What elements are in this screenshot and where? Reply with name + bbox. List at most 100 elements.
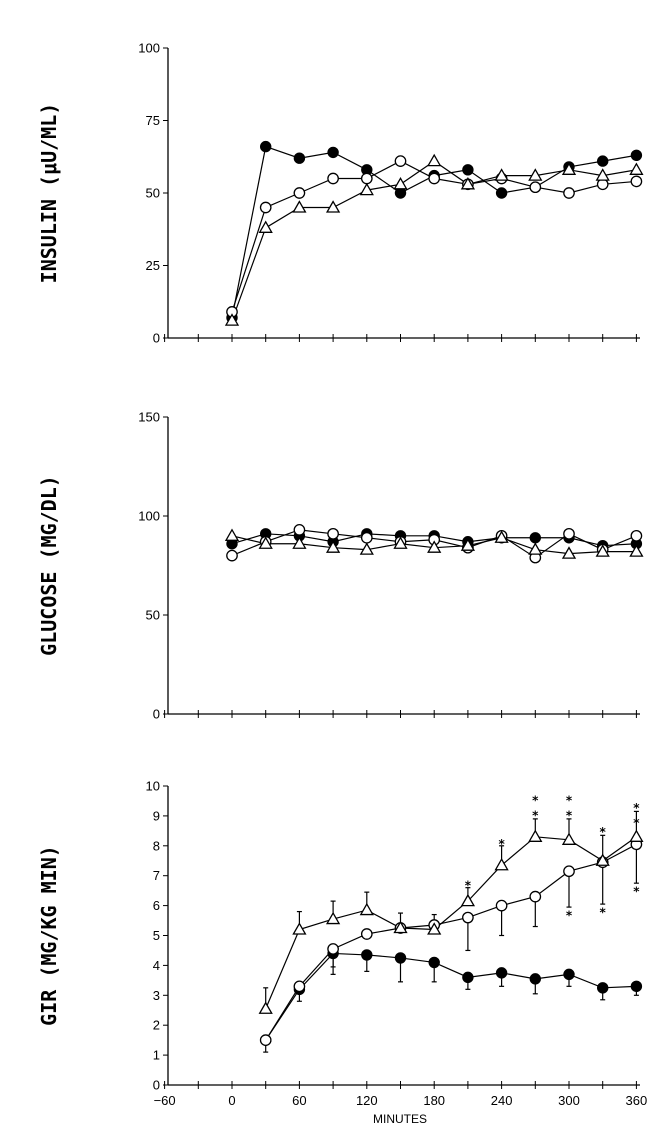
data-point-open-triangle (292, 922, 307, 935)
significance-star: * (633, 885, 640, 899)
data-point-open-circle (394, 155, 407, 167)
data-point-filled-circle (597, 155, 609, 167)
data-point-open-triangle (595, 168, 610, 181)
data-point-open-triangle (561, 546, 577, 559)
data-point-open-triangle (561, 162, 577, 175)
data-point-open-triangle (528, 168, 543, 181)
data-point-filled-circle (327, 146, 339, 159)
data-point-open-circle (360, 928, 373, 940)
data-point-open-circle (327, 943, 339, 955)
significance-star: * (532, 793, 539, 807)
significance-star: * (600, 825, 607, 839)
data-point-open-circle (529, 890, 542, 903)
chart-panel-2: 0 50 100 150 GLUCOSE (MG/DL) (37, 410, 644, 722)
data-point-open-triangle (528, 542, 543, 555)
data-point-open-triangle (325, 911, 341, 925)
data-point-open-triangle (292, 200, 307, 213)
y-axis-label: GLUCOSE (MG/DL) (37, 475, 61, 656)
y-tick-label: 1 (153, 1048, 160, 1063)
data-point-open-triangle (325, 200, 341, 213)
data-point-filled-circle (630, 980, 643, 993)
y-tick-label: 9 (153, 808, 160, 823)
y-axis-label: INSULIN (μU/ML) (37, 103, 61, 284)
data-point-filled-circle (529, 532, 541, 544)
data-point-open-circle (563, 527, 575, 540)
data-point-open-triangle (224, 528, 240, 541)
x-tick-label: −60 (154, 1093, 176, 1108)
significance-star: * (633, 801, 640, 815)
series-line-open-triangle (265, 836, 637, 1009)
significance-star: * (566, 808, 573, 822)
y-tick-label: 0 (153, 1078, 160, 1093)
y-tick-label: 100 (138, 41, 160, 56)
y-tick-label: 10 (146, 779, 160, 794)
y-tick-label: 50 (146, 608, 160, 623)
x-tick-label: 360 (626, 1093, 648, 1108)
significance-star: * (633, 816, 640, 830)
data-point-open-circle (630, 175, 643, 188)
series-line-open-triangle (231, 160, 637, 321)
data-point-filled-circle (495, 187, 508, 199)
data-point-open-circle (360, 172, 373, 185)
data-point-open-triangle (393, 920, 408, 934)
data-point-filled-circle (563, 968, 575, 981)
y-tick-label: 25 (146, 258, 160, 273)
data-point-open-circle (462, 911, 474, 924)
y-tick-label: 2 (153, 1018, 160, 1033)
data-point-open-circle (428, 172, 441, 185)
y-tick-label: 50 (146, 186, 160, 201)
data-point-open-circle (327, 527, 339, 540)
y-tick-label: 3 (153, 988, 160, 1003)
data-point-open-triangle (494, 530, 509, 543)
significance-star: * (600, 906, 607, 920)
data-point-open-triangle (460, 893, 476, 907)
data-point-open-circle (360, 531, 373, 544)
data-point-open-circle (630, 529, 643, 542)
data-point-open-triangle (427, 153, 442, 167)
data-point-filled-circle (630, 149, 643, 162)
data-point-open-circle (259, 201, 272, 214)
data-point-open-triangle (359, 182, 374, 196)
data-point-filled-circle (394, 952, 407, 964)
x-tick-label: 240 (491, 1093, 513, 1108)
data-point-filled-circle (361, 949, 373, 961)
x-axis-label: MINUTES (373, 1112, 427, 1126)
significance-star: * (465, 879, 472, 893)
series-line-open-circle (265, 843, 637, 1041)
y-axis-label: GIR (MG/KG MIN) (37, 845, 61, 1026)
data-point-filled-circle (462, 164, 474, 176)
data-point-open-triangle (359, 902, 374, 916)
data-point-open-triangle (359, 542, 374, 555)
y-tick-label: 100 (138, 509, 160, 524)
data-point-open-triangle (224, 313, 240, 326)
data-point-open-triangle (393, 176, 408, 190)
data-point-open-circle (293, 980, 306, 993)
data-point-open-triangle (494, 857, 509, 871)
data-point-open-triangle (258, 220, 273, 233)
data-point-open-triangle (325, 540, 341, 553)
data-point-open-triangle (258, 1001, 273, 1014)
y-tick-label: 6 (153, 898, 160, 913)
data-point-open-circle (226, 549, 238, 562)
data-point-open-triangle (427, 922, 442, 935)
x-tick-label: 180 (423, 1093, 445, 1108)
significance-star: * (498, 837, 505, 851)
y-tick-label: 0 (153, 707, 160, 722)
series-line-filled-circle (265, 952, 637, 1041)
x-tick-label: 0 (228, 1093, 235, 1108)
data-point-open-triangle (427, 540, 442, 553)
data-point-open-triangle (258, 536, 273, 549)
y-tick-label: 8 (153, 838, 160, 853)
data-point-open-circle (529, 181, 542, 194)
data-point-open-triangle (292, 536, 307, 549)
data-point-open-triangle (460, 538, 476, 551)
data-point-open-circle (327, 172, 339, 185)
data-point-open-circle (563, 865, 575, 878)
significance-star: * (566, 793, 573, 807)
data-point-open-triangle (460, 176, 476, 190)
data-point-open-circle (563, 187, 575, 199)
y-tick-label: 75 (146, 113, 160, 128)
significance-star: * (532, 808, 539, 822)
data-point-open-triangle (528, 829, 543, 842)
